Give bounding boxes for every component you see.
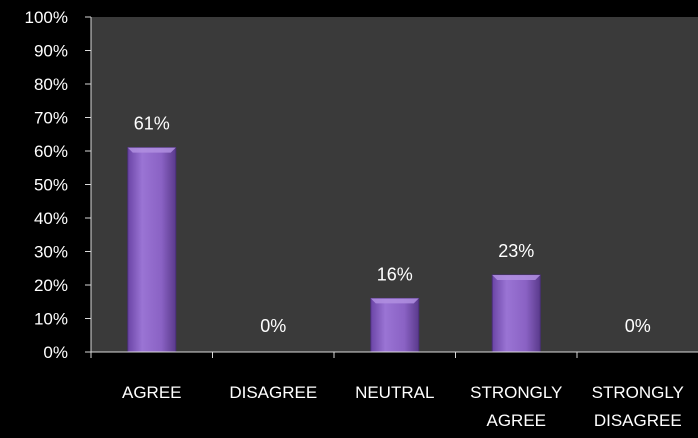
y-tick-label: 50% — [34, 176, 68, 195]
plot-area — [91, 17, 698, 352]
category-label: NEUTRAL — [355, 383, 434, 402]
y-tick-label: 20% — [34, 276, 68, 295]
bar-bevel — [370, 298, 419, 304]
category-label: DISAGREE — [594, 411, 682, 430]
y-tick-label: 80% — [34, 75, 68, 94]
y-axis: 0% 10% 20% 30% 40% 50% 60% 70% 80% 90% 100% — [25, 8, 92, 362]
bar — [370, 297, 420, 353]
bars: 61% 0% 16% 23% 0% — [127, 114, 651, 353]
bar — [127, 147, 177, 353]
category-label: AGREE — [486, 411, 546, 430]
category-label: STRONGLY — [592, 383, 684, 402]
data-label: 16% — [377, 264, 413, 284]
y-tick-label: 0% — [43, 343, 68, 362]
data-label: 23% — [498, 241, 534, 261]
y-tick-label: 30% — [34, 243, 68, 262]
x-axis: AGREE DISAGREE NEUTRAL STRONGLY AGREE STRONGL… — [90, 351, 698, 430]
bar-bevel — [492, 274, 541, 280]
category-label: STRONGLY — [470, 383, 562, 402]
y-tick-label: 70% — [34, 109, 68, 128]
bar-bevel — [127, 147, 176, 153]
data-label: 61% — [134, 114, 170, 134]
y-tick-label: 40% — [34, 209, 68, 228]
y-tick-label: 10% — [34, 310, 68, 329]
category-label: AGREE — [122, 383, 182, 402]
data-label: 0% — [625, 316, 651, 336]
data-label: 0% — [260, 316, 286, 336]
bar — [491, 274, 541, 353]
category-label: DISAGREE — [229, 383, 317, 402]
y-tick-label: 60% — [34, 142, 68, 161]
y-tick-label: 100% — [25, 8, 68, 27]
y-tick-label: 90% — [34, 42, 68, 61]
